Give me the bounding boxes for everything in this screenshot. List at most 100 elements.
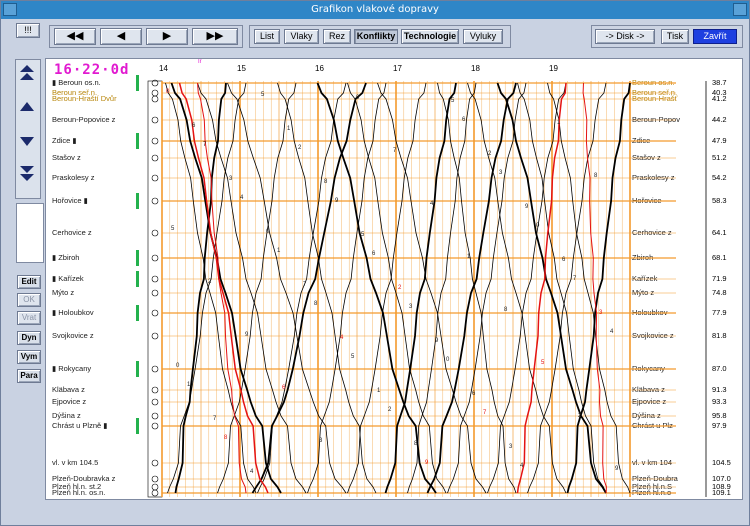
station-label-right: Plzeň-Doubra <box>632 474 678 483</box>
train-path[interactable] <box>251 82 367 494</box>
time-digit: 2 <box>578 413 582 419</box>
station-marker[interactable] <box>151 365 159 373</box>
station-marker[interactable] <box>151 398 159 406</box>
view-cut-button[interactable]: Rez <box>323 29 351 44</box>
station-marker[interactable] <box>151 116 159 124</box>
train-path[interactable] <box>277 82 377 494</box>
train-path[interactable] <box>316 82 437 494</box>
nav-prev-button[interactable]: ◀ <box>100 28 142 45</box>
close-button[interactable]: Zavřít <box>693 29 737 44</box>
window-menu-icon[interactable] <box>3 3 17 16</box>
swap-button[interactable]: Vym <box>17 350 41 364</box>
train-path[interactable] <box>517 82 607 494</box>
train-path[interactable] <box>165 82 257 494</box>
train-path[interactable] <box>307 82 387 494</box>
ok-button[interactable]: OK <box>17 293 41 307</box>
fast-train-path[interactable] <box>178 82 269 494</box>
train-path[interactable] <box>566 82 631 494</box>
train-path[interactable] <box>437 82 517 494</box>
station-label-left: Svojkovice z <box>52 331 94 340</box>
km-label: 91.3 <box>712 385 727 394</box>
train-path[interactable] <box>170 82 282 494</box>
time-digit: 1 <box>187 382 191 388</box>
train-path[interactable] <box>496 82 607 494</box>
station-track-bar <box>136 418 139 434</box>
scroll-up-icon[interactable] <box>18 97 36 117</box>
scroll-down-icon[interactable] <box>18 131 36 151</box>
station-marker[interactable] <box>151 459 159 467</box>
train-path[interactable] <box>407 82 477 494</box>
station-marker[interactable] <box>151 489 159 497</box>
edit-button[interactable]: Edit <box>17 275 41 289</box>
train-path[interactable] <box>197 82 307 494</box>
train-path[interactable] <box>217 82 297 494</box>
station-marker[interactable] <box>151 95 159 103</box>
train-path[interactable] <box>167 82 247 494</box>
train-path[interactable] <box>547 82 631 494</box>
time-digit: 8 <box>594 173 598 179</box>
station-label-left: Plzeň-Doubravka z <box>52 474 116 483</box>
train-path[interactable] <box>347 82 447 494</box>
station-label-left: Beroun-Hraští Dvůr <box>52 94 117 103</box>
station-marker[interactable] <box>151 154 159 162</box>
scroll-bottom-icon[interactable] <box>18 163 36 183</box>
train-path[interactable] <box>227 82 347 494</box>
station-marker[interactable] <box>151 412 159 420</box>
train-path[interactable] <box>527 82 607 494</box>
fast-train-path[interactable] <box>582 82 607 494</box>
station-marker[interactable] <box>151 422 159 430</box>
station-marker[interactable] <box>151 275 159 283</box>
info-panel <box>16 203 44 263</box>
train-graph[interactable]: 0741852963074185296307418529630741852963… <box>46 59 743 500</box>
km-label: 97.9 <box>712 421 727 430</box>
station-marker[interactable] <box>151 309 159 317</box>
station-marker[interactable] <box>151 475 159 483</box>
station-marker[interactable] <box>151 254 159 262</box>
print-button[interactable]: Tisk <box>661 29 689 44</box>
km-label: 95.8 <box>712 411 727 420</box>
menu-button[interactable]: !!! <box>16 23 40 38</box>
train-path[interactable] <box>467 82 567 494</box>
train-path[interactable] <box>487 82 567 494</box>
station-marker[interactable] <box>151 137 159 145</box>
time-digit: 2 <box>298 145 302 151</box>
train-path[interactable] <box>384 82 457 494</box>
nav-next-button[interactable]: ▶ <box>146 28 188 45</box>
view-technology-button[interactable]: Technologie <box>401 29 459 44</box>
station-marker[interactable] <box>151 197 159 205</box>
scroll-top-icon[interactable] <box>18 63 36 83</box>
dynamic-button[interactable]: Dyn <box>17 331 41 345</box>
time-digit: 6 <box>562 257 566 263</box>
view-list-button[interactable]: List <box>254 29 280 44</box>
view-trains-button[interactable]: Vlaky <box>284 29 319 44</box>
station-marker[interactable] <box>151 174 159 182</box>
train-path[interactable] <box>447 82 527 494</box>
disk-export-button[interactable]: -> Disk -> <box>595 29 655 44</box>
fast-train-path[interactable] <box>516 82 567 494</box>
km-label: 107.0 <box>712 474 731 483</box>
nav-last-button[interactable]: ▶▶ <box>192 28 238 45</box>
station-marker[interactable] <box>151 386 159 394</box>
train-path[interactable] <box>347 82 427 494</box>
train-path[interactable] <box>426 82 517 494</box>
station-label-left: Beroun-Popovice z <box>52 115 116 124</box>
params-button[interactable]: Para <box>17 369 41 383</box>
station-marker[interactable] <box>151 289 159 297</box>
train-path[interactable] <box>377 82 487 494</box>
view-closures-button[interactable]: Vyluky <box>463 29 503 44</box>
km-label: 104.5 <box>712 458 731 467</box>
view-conflicts-button[interactable]: Konflikty <box>354 29 398 44</box>
undo-button[interactable]: Vrat <box>17 311 41 325</box>
train-path[interactable] <box>174 82 227 494</box>
time-digit: 6 <box>372 251 376 257</box>
station-label-left: Ejpovice z <box>52 397 87 406</box>
window-close-icon[interactable] <box>733 3 747 16</box>
station-marker[interactable] <box>151 332 159 340</box>
nav-first-button[interactable]: ◀◀ <box>54 28 96 45</box>
fast-train-path[interactable] <box>197 82 247 494</box>
time-digit: 4 <box>250 469 254 475</box>
station-marker[interactable] <box>151 79 159 87</box>
station-marker[interactable] <box>151 229 159 237</box>
time-digit: 5 <box>171 226 175 232</box>
train-graph-canvas[interactable]: 16·22·0d 14 15 16 17 18 19 Ir ▮ Beroun os.n. Be… <box>45 58 743 500</box>
